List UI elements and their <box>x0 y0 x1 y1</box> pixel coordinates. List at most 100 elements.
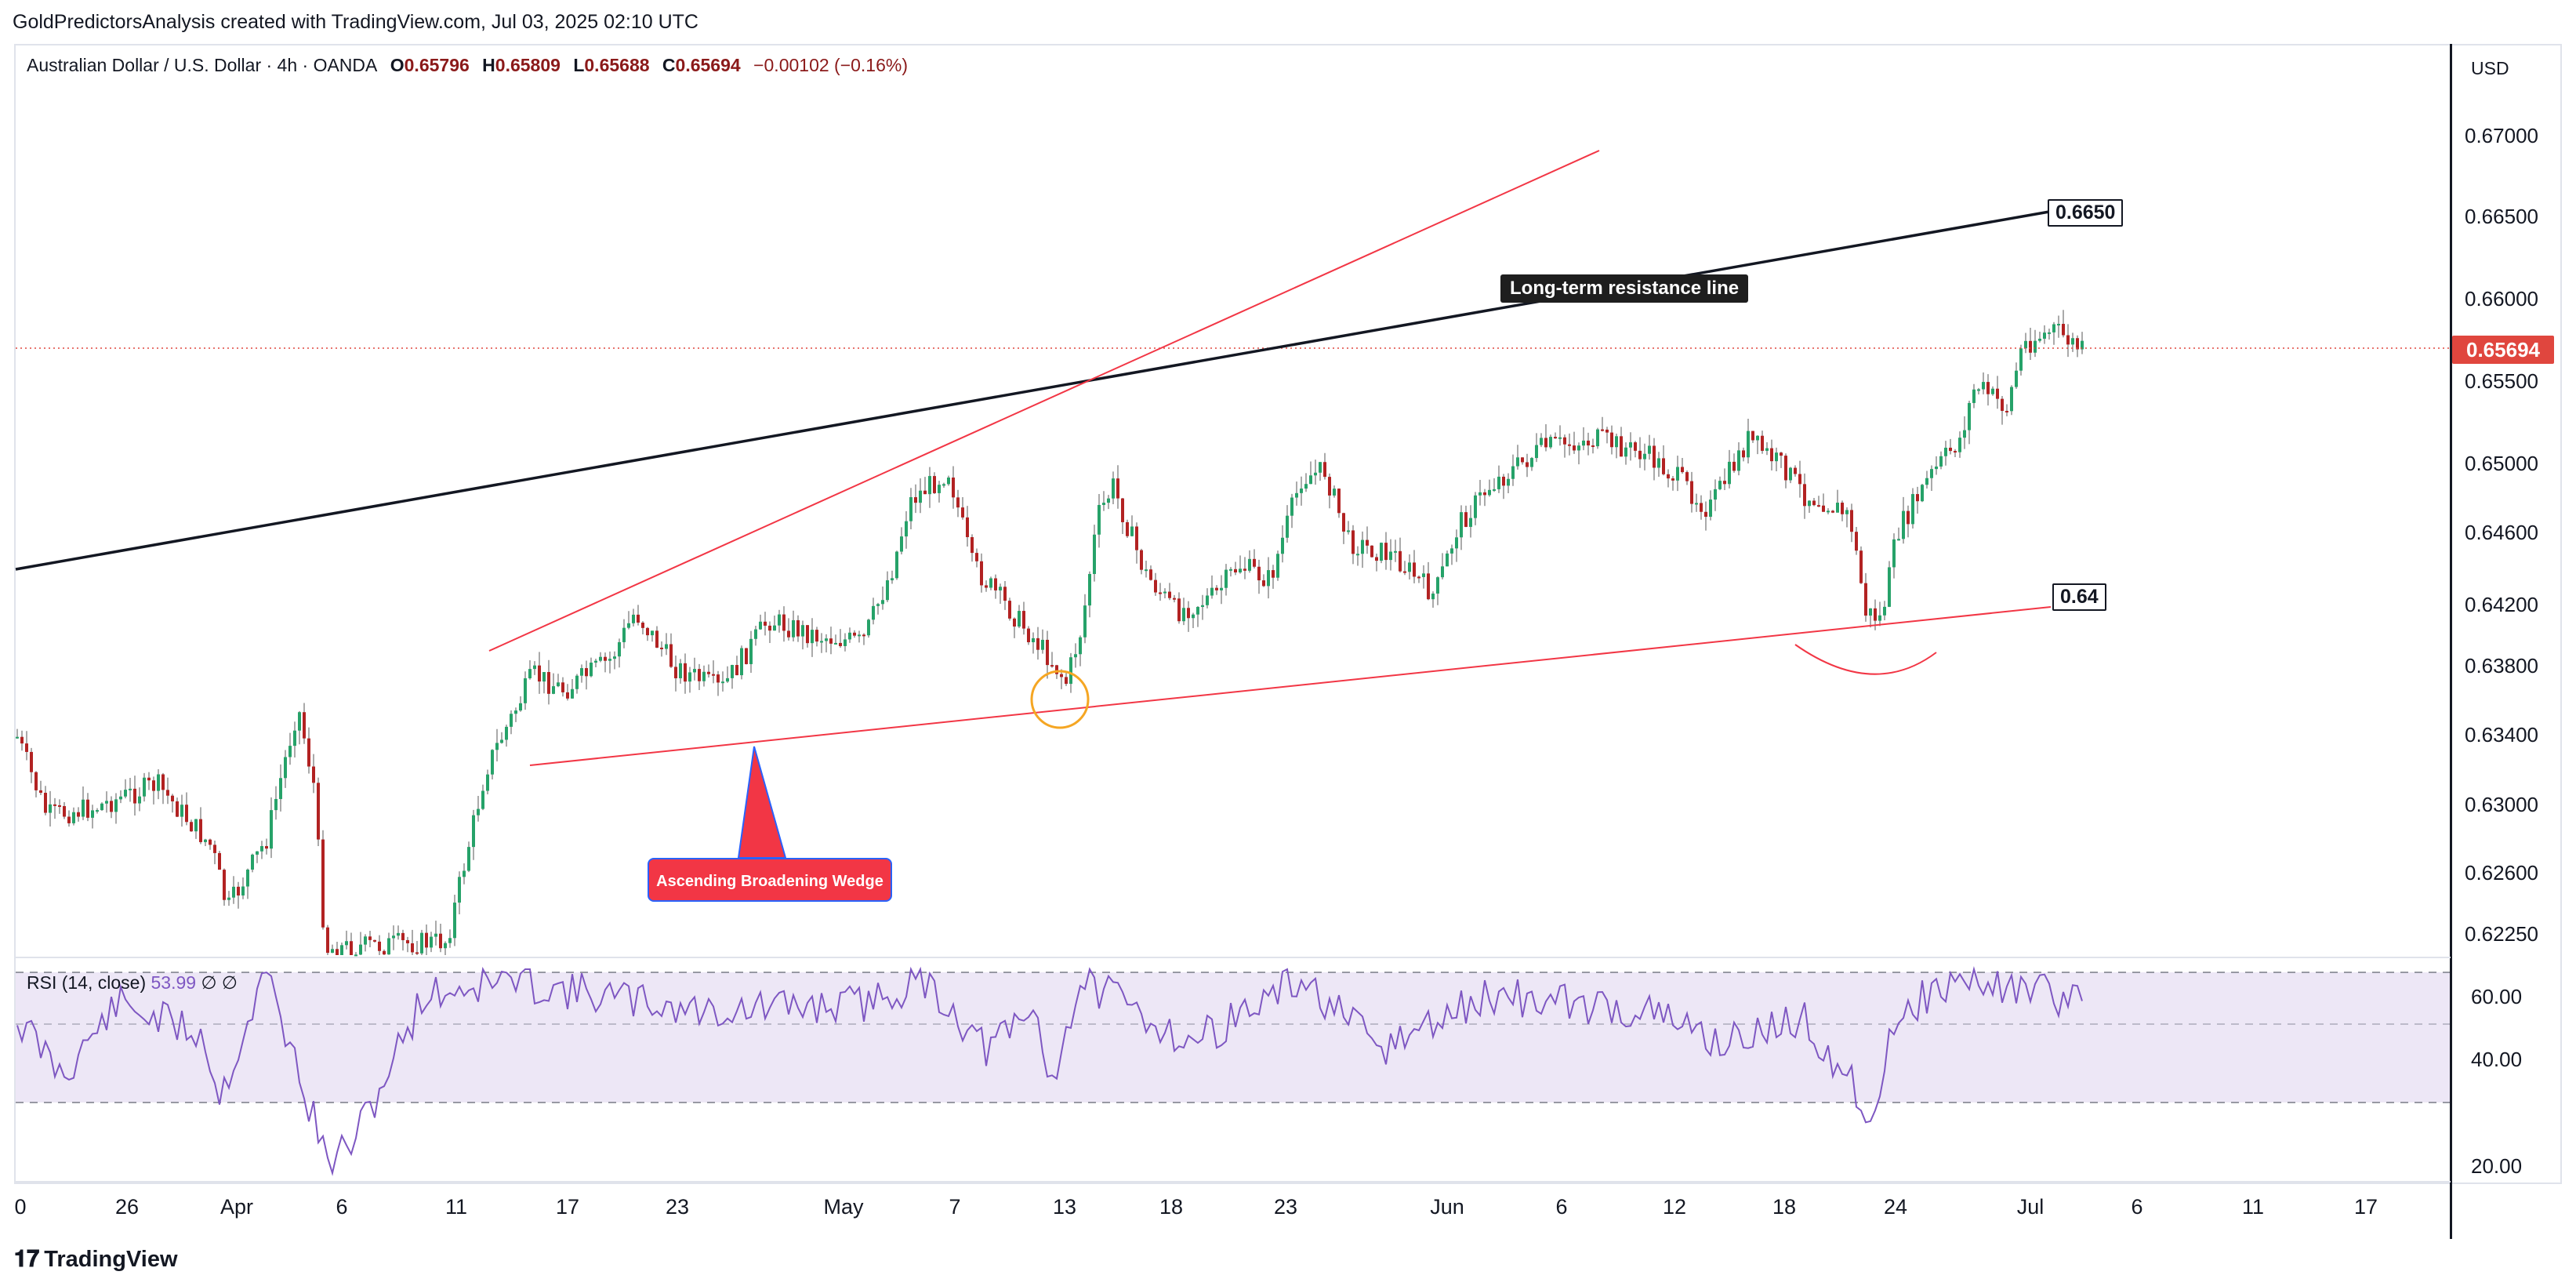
candle-body <box>1653 445 1656 468</box>
candle-body <box>331 949 334 954</box>
candle-body <box>472 815 475 848</box>
pattern-callout[interactable]: Ascending Broadening Wedge <box>648 858 892 902</box>
candle-body <box>1718 481 1722 489</box>
time-axis-label: 11 <box>2241 1195 2265 1219</box>
candle-body <box>1695 503 1698 505</box>
candle-body <box>754 629 757 639</box>
candle-body <box>1295 492 1298 498</box>
time-axis-separator <box>16 1181 2451 1182</box>
candle-body <box>1638 450 1642 460</box>
candle-body <box>1676 467 1679 481</box>
candle-body <box>707 671 710 674</box>
candle-body <box>820 641 823 643</box>
candle-body <box>966 517 969 538</box>
candle-body <box>533 665 536 670</box>
candle-body <box>542 672 546 682</box>
price-axis-label: 0.62250 <box>2465 922 2538 946</box>
candle-body <box>1780 452 1783 456</box>
candle-body <box>858 634 861 637</box>
candle-body <box>444 943 447 949</box>
candle-body <box>585 668 588 677</box>
candle-body <box>1182 608 1185 622</box>
candle-body <box>674 667 677 678</box>
candle-body <box>270 810 273 849</box>
candle-body <box>665 644 668 649</box>
candle-body <box>368 936 372 940</box>
drawing-layer <box>15 150 2052 859</box>
candle-body <box>745 648 748 664</box>
time-axis-label: 13 <box>1052 1195 1077 1219</box>
tradingview-logo[interactable]: 𝟏𝟕 TradingView <box>14 1247 178 1273</box>
rsi-pane <box>16 966 2450 1176</box>
candle-body <box>627 623 630 628</box>
candle-body <box>1497 476 1500 489</box>
candle-body <box>947 477 950 485</box>
candle-body <box>782 614 785 631</box>
candle-body <box>1347 530 1350 532</box>
candle-body <box>1304 484 1308 489</box>
time-axis-label: 11 <box>444 1195 468 1219</box>
candle-body <box>1897 539 1900 541</box>
candle-body <box>2015 370 2018 387</box>
pane-separator[interactable] <box>16 957 2451 958</box>
candle-body <box>942 484 945 486</box>
candle-body <box>1685 472 1689 481</box>
resistance-line-label[interactable]: Long-term resistance line <box>1500 274 1749 303</box>
candle-body <box>133 788 136 804</box>
candle-body <box>985 585 988 588</box>
time-axis-label: Jul <box>2016 1195 2044 1219</box>
candle-body <box>1112 478 1115 499</box>
candle-body <box>1930 469 1933 478</box>
time-axis-label: 6 <box>336 1195 348 1219</box>
candle-body <box>185 805 188 823</box>
candle-body <box>1248 558 1251 571</box>
price-axis-label: 0.64600 <box>2465 521 2538 544</box>
candle-body <box>1629 442 1632 448</box>
rsi-legend[interactable]: RSI (14, close) 53.99 ∅ ∅ <box>27 972 238 994</box>
candle-body <box>114 799 118 812</box>
candle-body <box>1751 430 1754 441</box>
candle-body <box>1610 432 1613 448</box>
candle-body <box>1272 570 1275 578</box>
candle-body <box>1563 437 1566 445</box>
candle-body <box>1234 569 1237 573</box>
candle-body <box>1831 510 1834 513</box>
candle-body <box>590 663 593 677</box>
candle-body <box>1173 598 1176 600</box>
candle-body <box>39 790 42 793</box>
candle-body <box>397 932 400 936</box>
candle-body <box>157 774 160 791</box>
support-level-label[interactable]: 0.64 <box>2052 583 2106 611</box>
currency-label[interactable]: USD <box>2471 58 2509 78</box>
candle-body <box>919 490 922 503</box>
candle-body <box>764 621 767 626</box>
symbol-name[interactable]: Australian Dollar / U.S. Dollar · 4h · O… <box>27 55 378 75</box>
candle-body <box>547 672 550 694</box>
candle-body <box>1986 382 1990 394</box>
candle-body <box>1643 453 1646 460</box>
candle-body <box>307 738 310 767</box>
candle-body <box>1662 458 1665 474</box>
candle-body <box>980 561 983 586</box>
resistance-level-label[interactable]: 0.6650 <box>2048 199 2124 227</box>
candle-body <box>53 804 56 806</box>
candle-body <box>1596 429 1599 447</box>
candle-body <box>778 614 781 626</box>
candle-body <box>669 644 673 667</box>
candle-body <box>571 688 574 699</box>
candle-body <box>1944 447 1947 456</box>
resistance-trendline <box>15 210 2050 571</box>
candle-body <box>1982 382 1985 390</box>
candle-body <box>1159 592 1162 594</box>
candle-body <box>67 816 71 823</box>
candle-body <box>190 822 193 832</box>
candle-body <box>1370 545 1373 558</box>
candle-body <box>952 477 955 498</box>
candle-body <box>143 777 146 797</box>
candle-body <box>1483 492 1486 496</box>
candle-body <box>641 623 644 628</box>
candle-body <box>1135 526 1138 550</box>
candle-body <box>1883 606 1886 616</box>
symbol-legend[interactable]: Australian Dollar / U.S. Dollar · 4h · O… <box>27 55 916 76</box>
